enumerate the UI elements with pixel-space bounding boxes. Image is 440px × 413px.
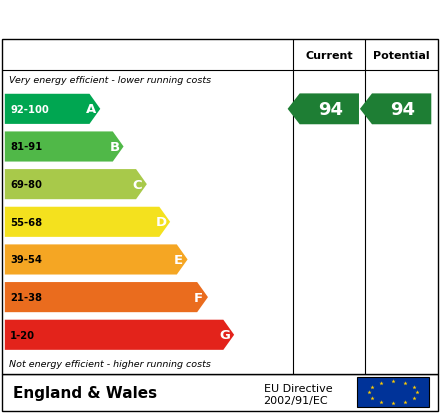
Text: 92-100: 92-100 <box>10 104 49 114</box>
Polygon shape <box>360 94 431 125</box>
Text: EU Directive: EU Directive <box>264 383 332 393</box>
Text: 81-91: 81-91 <box>10 142 42 152</box>
Text: 69-80: 69-80 <box>10 180 42 190</box>
Polygon shape <box>5 320 234 350</box>
Text: Energy Efficiency Rating: Energy Efficiency Rating <box>13 12 291 31</box>
Text: Very energy efficient - lower running costs: Very energy efficient - lower running co… <box>9 76 211 85</box>
Text: B: B <box>109 141 119 154</box>
Polygon shape <box>5 170 147 200</box>
Text: Potential: Potential <box>373 50 430 60</box>
Polygon shape <box>5 207 170 237</box>
Text: F: F <box>194 291 203 304</box>
Text: Current: Current <box>305 50 353 60</box>
Text: 94: 94 <box>390 101 415 119</box>
Text: A: A <box>86 103 96 116</box>
Polygon shape <box>5 282 208 312</box>
Text: Not energy efficient - higher running costs: Not energy efficient - higher running co… <box>9 359 211 368</box>
Bar <box>357 377 429 407</box>
Text: 2002/91/EC: 2002/91/EC <box>264 396 328 406</box>
Text: 21-38: 21-38 <box>10 292 42 302</box>
Text: D: D <box>155 216 166 229</box>
Text: England & Wales: England & Wales <box>13 385 157 400</box>
Text: G: G <box>220 328 231 342</box>
Polygon shape <box>288 94 359 125</box>
Polygon shape <box>5 95 100 125</box>
Text: 55-68: 55-68 <box>10 217 42 227</box>
Polygon shape <box>5 132 124 162</box>
Text: 94: 94 <box>318 101 343 119</box>
Text: 1-20: 1-20 <box>10 330 35 340</box>
Text: 39-54: 39-54 <box>10 255 42 265</box>
Text: E: E <box>174 253 183 266</box>
Text: C: C <box>133 178 143 191</box>
Polygon shape <box>5 245 187 275</box>
